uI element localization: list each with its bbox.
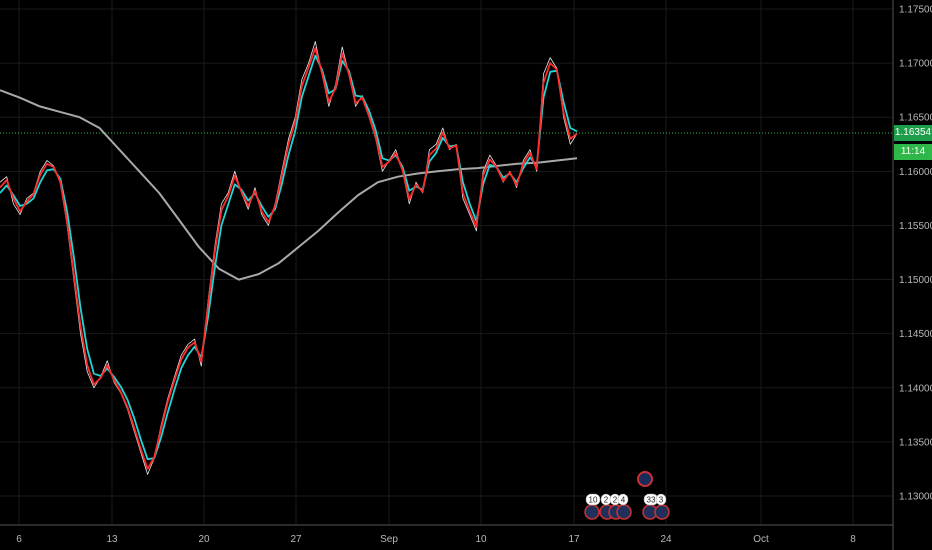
x-tick-label: 10 [475,534,487,545]
y-tick-label: 1.17500 [899,5,932,16]
event-count-label: 4 [621,496,626,505]
x-tick-label: 17 [568,534,580,545]
event-count-label: 33 [647,496,656,505]
series-mid-ma-line [0,47,578,470]
current-price-tag: 1.16354 [894,125,932,142]
y-tick-label: 1.14500 [899,329,932,340]
calendar-flag-icon[interactable] [654,504,670,520]
x-tick-label: Oct [753,534,769,545]
event-count-label: 2 [613,496,618,505]
x-tick-label: 8 [850,534,856,545]
x-tick-label: 27 [290,534,302,545]
news-event-icon[interactable] [637,471,653,487]
y-tick-label: 1.13500 [899,437,932,448]
event-count-badge[interactable] [655,493,667,506]
x-tick-label: Sep [380,534,398,545]
calendar-flag-icon[interactable] [584,504,600,520]
x-tick-label: 6 [16,534,22,545]
y-tick-label: 1.15500 [899,221,932,232]
event-count-label: 2 [604,496,609,505]
x-tick-label: 20 [198,534,210,545]
y-tick-label: 1.17000 [899,59,932,70]
event-count-badge[interactable] [585,493,601,506]
event-count-badge[interactable] [617,493,629,506]
y-tick-label: 1.13000 [899,492,932,503]
series-price-line [0,41,578,475]
countdown-tag: 11:14 [894,144,932,161]
y-tick-label: 1.15000 [899,275,932,286]
y-tick-label: 1.14000 [899,383,932,394]
series-fast-ma-line [0,54,578,461]
event-count-label: 3 [659,496,664,505]
y-tick-label: 1.16000 [899,167,932,178]
y-tick-label: 1.16500 [899,113,932,124]
x-tick-label: 13 [106,534,118,545]
series-slow-ma-line [0,89,578,281]
event-count-label: 10 [589,496,598,505]
calendar-flag-icon[interactable] [616,504,632,520]
x-tick-label: 24 [660,534,672,545]
